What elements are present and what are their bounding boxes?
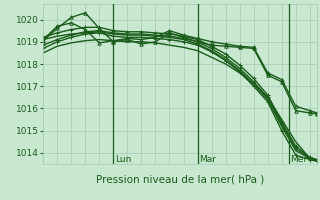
Text: Mar: Mar xyxy=(199,155,216,164)
X-axis label: Pression niveau de la mer( hPa ): Pression niveau de la mer( hPa ) xyxy=(96,174,264,184)
Text: Lun: Lun xyxy=(115,155,132,164)
Text: Mer: Mer xyxy=(291,155,308,164)
